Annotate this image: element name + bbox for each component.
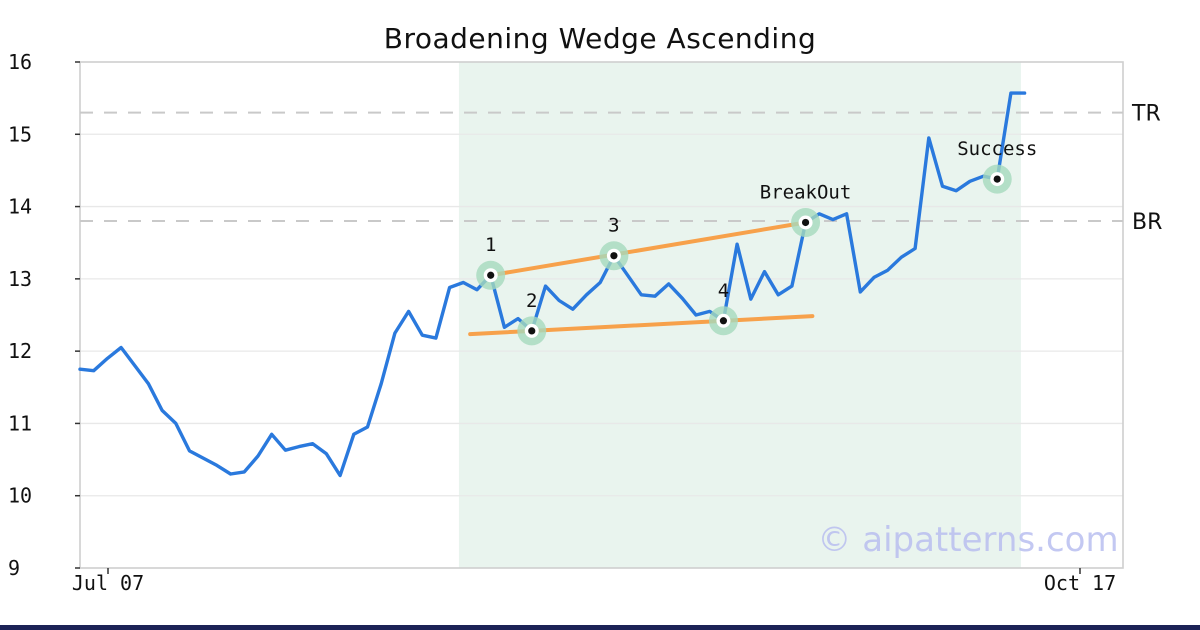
annotation-label: 1 xyxy=(485,234,496,256)
upper-trendline xyxy=(488,220,808,278)
marker-dot xyxy=(610,252,618,260)
chart-title: Broadening Wedge Ascending xyxy=(383,22,817,55)
marker-dot xyxy=(528,327,536,335)
y-tick-label: 13 xyxy=(8,267,32,291)
marker-dot xyxy=(719,317,728,325)
annotation-label: BreakOut xyxy=(760,181,852,203)
y-tick-label: 16 xyxy=(8,50,32,74)
level-label: TR xyxy=(1131,102,1161,127)
bottom-accent-bar xyxy=(0,625,1200,630)
y-tick-label: 9 xyxy=(8,556,20,580)
marker-dot xyxy=(801,218,810,227)
y-tick-label: 15 xyxy=(8,122,32,146)
pattern-region xyxy=(458,62,1021,568)
annotation-label: Success xyxy=(957,138,1037,160)
y-tick-label: 12 xyxy=(8,339,32,363)
x-tick-label: Jul 07 xyxy=(72,571,144,595)
marker-dot xyxy=(993,175,1001,183)
y-tick-label: 10 xyxy=(8,484,32,508)
annotation-label: 2 xyxy=(526,290,537,312)
price-line xyxy=(78,91,1027,478)
annotation-label: 4 xyxy=(718,280,729,302)
annotation-label: 3 xyxy=(608,215,619,237)
y-tick-label: 11 xyxy=(8,411,32,435)
marker-dot xyxy=(487,271,495,279)
y-tick-label: 14 xyxy=(8,195,32,219)
level-label: BR xyxy=(1132,210,1162,235)
x-tick-label: Oct 17 xyxy=(1044,571,1116,595)
plot-border xyxy=(79,61,1124,569)
